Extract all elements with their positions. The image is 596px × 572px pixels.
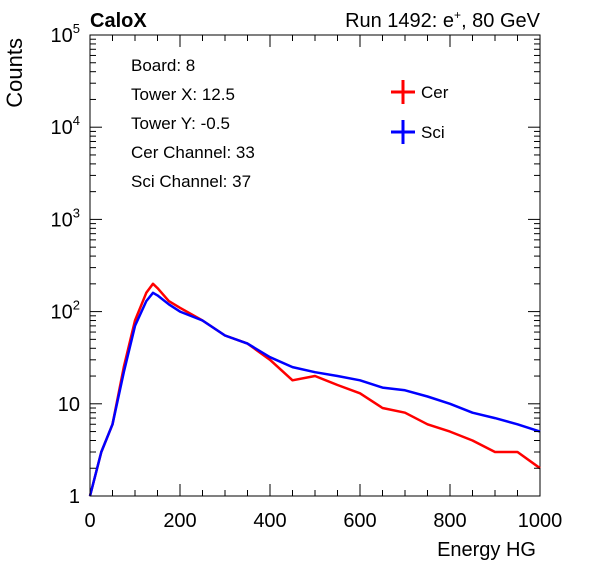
info-sci-channel: Sci Channel: 37: [131, 172, 251, 191]
y-axis-title: Counts: [2, 38, 27, 108]
x-tick-label: 600: [343, 510, 376, 532]
x-tick-label: 400: [253, 510, 286, 532]
y-tick-label: 102: [51, 298, 80, 324]
series-line-sci: [88, 291, 541, 497]
info-cer-channel: Cer Channel: 33: [131, 143, 255, 162]
legend-marker-cer: [391, 80, 415, 104]
info-board: Board: 8: [131, 56, 195, 75]
legend-marker-sci: [391, 120, 415, 144]
y-tick-label: 103: [51, 205, 80, 231]
legend: Cer Sci: [391, 80, 449, 144]
legend-label-sci: Sci: [421, 123, 445, 142]
plot-frame: [89, 34, 541, 497]
info-tower-y: Tower Y: -0.5: [131, 114, 230, 133]
y-tick-label: 104: [51, 113, 80, 139]
y-tick-label: 10: [58, 394, 80, 416]
y-tick-label: 1: [69, 486, 80, 508]
x-tick-label: 1000: [518, 510, 563, 532]
info-tower-x: Tower X: 12.5: [131, 85, 235, 104]
tick-layer: 0 200 400 600 800 1000 1 10 102 103 104 105: [51, 21, 563, 532]
run-label: Run 1492: e+, 80 GeV: [345, 8, 541, 32]
y-tick-label: 105: [51, 21, 80, 47]
x-tick-label: 800: [433, 510, 466, 532]
legend-label-cer: Cer: [421, 83, 449, 102]
experiment-label: CaloX: [90, 10, 147, 32]
x-tick-label: 0: [84, 510, 95, 532]
series-layer: [88, 282, 541, 497]
x-axis-title: Energy HG: [437, 539, 536, 561]
x-tick-label: 200: [163, 510, 196, 532]
series-line-cer: [88, 282, 541, 497]
info-box: Board: 8 Tower X: 12.5 Tower Y: -0.5 Cer…: [131, 56, 255, 191]
